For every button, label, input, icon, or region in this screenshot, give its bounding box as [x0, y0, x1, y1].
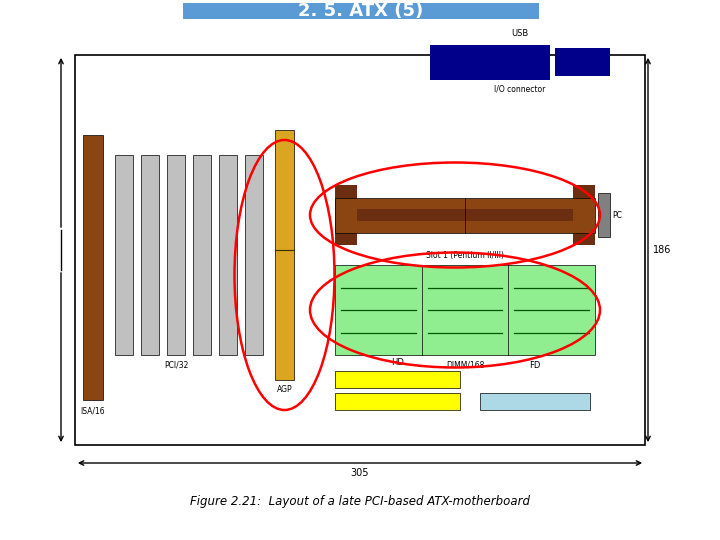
Bar: [193, 155, 211, 355]
Bar: [480, 393, 590, 410]
Bar: [167, 155, 185, 355]
Bar: [573, 185, 595, 245]
Text: ISA/16: ISA/16: [81, 406, 105, 415]
Bar: [141, 155, 159, 355]
Text: FD: FD: [529, 361, 541, 370]
Bar: [115, 155, 133, 355]
Bar: [219, 155, 237, 355]
Text: Figure 2.21:  Layout of a late PCI-based ATX-motherboard: Figure 2.21: Layout of a late PCI-based …: [190, 496, 530, 509]
Text: 186: 186: [653, 245, 671, 255]
Bar: [335, 393, 460, 410]
Text: PC: PC: [612, 211, 622, 219]
Text: AGP: AGP: [276, 385, 292, 394]
Bar: [83, 135, 103, 400]
Bar: [335, 198, 595, 233]
Bar: [335, 371, 460, 388]
Text: DIMM/168: DIMM/168: [446, 361, 484, 370]
Text: I/O connector: I/O connector: [495, 85, 546, 94]
Bar: [75, 55, 645, 445]
Text: 2. 5. ATX (5): 2. 5. ATX (5): [298, 2, 423, 20]
Text: 305: 305: [351, 468, 369, 478]
Bar: [275, 130, 294, 380]
Bar: [555, 48, 610, 76]
Bar: [183, 3, 539, 19]
Text: Slot 1 (Pentium II/III): Slot 1 (Pentium II/III): [426, 251, 504, 260]
Bar: [245, 155, 263, 355]
Text: USB: USB: [511, 29, 528, 38]
Bar: [430, 45, 550, 80]
Bar: [357, 209, 573, 221]
Text: HD: HD: [391, 358, 404, 367]
Bar: [598, 193, 610, 237]
Bar: [335, 265, 595, 355]
Bar: [335, 185, 357, 245]
Text: PCI/32: PCI/32: [164, 361, 188, 370]
